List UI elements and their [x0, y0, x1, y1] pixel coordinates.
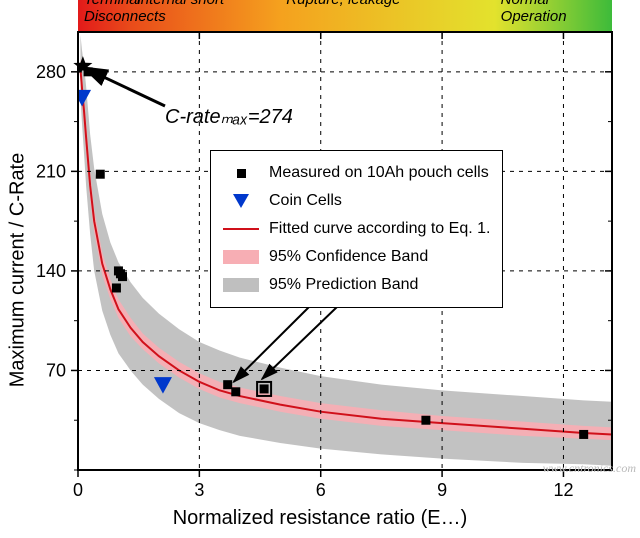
legend-item: Fitted curve according to Eq. 1.	[223, 215, 490, 243]
legend-label: 95% Prediction Band	[269, 276, 418, 294]
legend-item: 95% Prediction Band	[223, 271, 490, 299]
svg-text:210: 210	[36, 161, 66, 181]
svg-text:0: 0	[73, 480, 83, 500]
legend-swatch	[223, 248, 259, 266]
chart-container: Terminal DisconnectsInternal shortRuptur…	[0, 0, 640, 538]
legend-item: Coin Cells	[223, 187, 490, 215]
svg-text:12: 12	[553, 480, 573, 500]
svg-text:3: 3	[194, 480, 204, 500]
svg-text:70: 70	[46, 360, 66, 380]
svg-text:6: 6	[316, 480, 326, 500]
legend: Measured on 10Ah pouch cells Coin Cells Fi…	[210, 150, 503, 308]
legend-item: 95% Confidence Band	[223, 243, 490, 271]
legend-item: Measured on 10Ah pouch cells	[223, 159, 490, 187]
legend-swatch	[223, 192, 259, 210]
legend-label: 95% Confidence Band	[269, 248, 428, 266]
svg-text:9: 9	[437, 480, 447, 500]
crate-max-annotation: C-rateₘₐₓ=274	[165, 104, 293, 129]
x-axis-label: Normalized resistance ratio (E…)	[173, 507, 468, 530]
legend-swatch	[223, 220, 259, 238]
legend-label: Coin Cells	[269, 192, 342, 210]
legend-swatch	[223, 276, 259, 294]
svg-text:280: 280	[36, 62, 66, 82]
legend-swatch	[223, 164, 259, 182]
legend-label: Measured on 10Ah pouch cells	[269, 164, 489, 182]
watermark: www.cntronics.com	[543, 461, 636, 476]
svg-text:140: 140	[36, 261, 66, 281]
legend-label: Fitted curve according to Eq. 1.	[269, 220, 490, 238]
y-axis-label: Maximum current / C-Rate	[7, 153, 30, 388]
